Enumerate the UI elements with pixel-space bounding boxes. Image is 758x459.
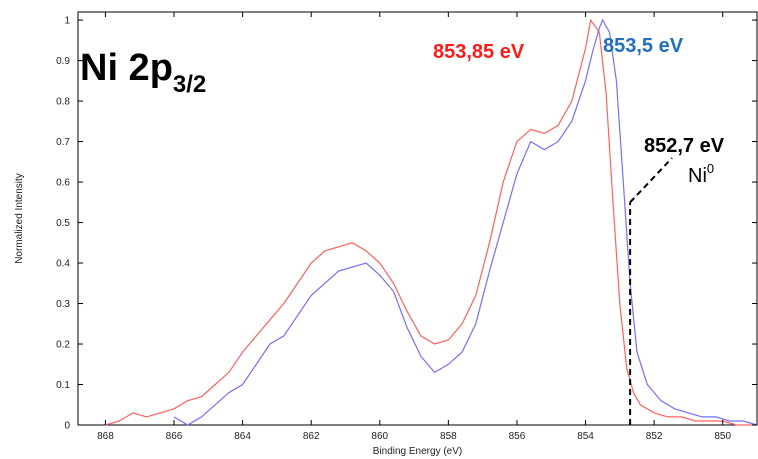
y-tick-label: 0.4 xyxy=(56,259,70,270)
plot-area xyxy=(77,11,758,426)
annotation-blue-peak: 853,5 eV xyxy=(603,35,684,57)
title-main: Ni 2p xyxy=(80,47,173,89)
x-tick-label: 864 xyxy=(234,431,251,442)
chart-title-text: Ni 2p3/2 xyxy=(80,47,206,98)
reference-line-leader xyxy=(629,157,673,203)
y-tick-label: 0.9 xyxy=(56,56,70,67)
y-axis-ticks: 0 0.1 0.2 0.3 0.4 0.5 0.6 0.7 0.8 0.9 1 xyxy=(56,16,757,432)
x-axis-label: Binding Energy (eV) xyxy=(373,446,463,457)
y-tick-label: 0 xyxy=(64,421,70,432)
y-tick-label: 0.6 xyxy=(56,178,70,189)
y-tick-label: 0.8 xyxy=(56,97,70,108)
title-subscript: 3/2 xyxy=(173,71,206,98)
annotation-metal-peak: 852,7 eV xyxy=(644,135,725,157)
x-tick-label: 856 xyxy=(509,431,526,442)
x-tick-label: 850 xyxy=(714,431,731,442)
y-tick-label: 1 xyxy=(64,16,70,27)
reference-layer xyxy=(629,157,673,425)
x-tick-label: 862 xyxy=(303,431,320,442)
x-tick-label: 854 xyxy=(577,431,594,442)
plot-frame xyxy=(77,11,758,426)
x-tick-label: 860 xyxy=(371,431,388,442)
x-axis-ticks: 868 866 864 862 860 858 856 854 852 850 xyxy=(97,12,731,442)
x-tick-label: 868 xyxy=(97,431,114,442)
x-tick-label: 866 xyxy=(166,431,183,442)
annotation-ni0: Ni0 xyxy=(688,161,714,187)
series-line-0 xyxy=(105,18,757,426)
ni0-superscript: 0 xyxy=(707,161,714,176)
y-tick-label: 0.5 xyxy=(56,218,70,229)
y-axis-label: Normalized Intensity xyxy=(14,173,25,264)
x-tick-label: 858 xyxy=(440,431,457,442)
x-tick-label: 852 xyxy=(646,431,663,442)
series-layer xyxy=(105,18,758,426)
y-tick-label: 0.2 xyxy=(56,340,70,351)
annotation-red-peak: 853,85 eV xyxy=(433,41,525,63)
y-tick-label: 0.1 xyxy=(56,380,70,391)
y-tick-label: 0.7 xyxy=(56,137,70,148)
y-tick-label: 0.3 xyxy=(56,299,70,310)
ni0-label: Ni xyxy=(688,165,707,187)
series-line-1 xyxy=(173,18,758,426)
chart-title: Ni 2p3/2 xyxy=(80,47,206,98)
